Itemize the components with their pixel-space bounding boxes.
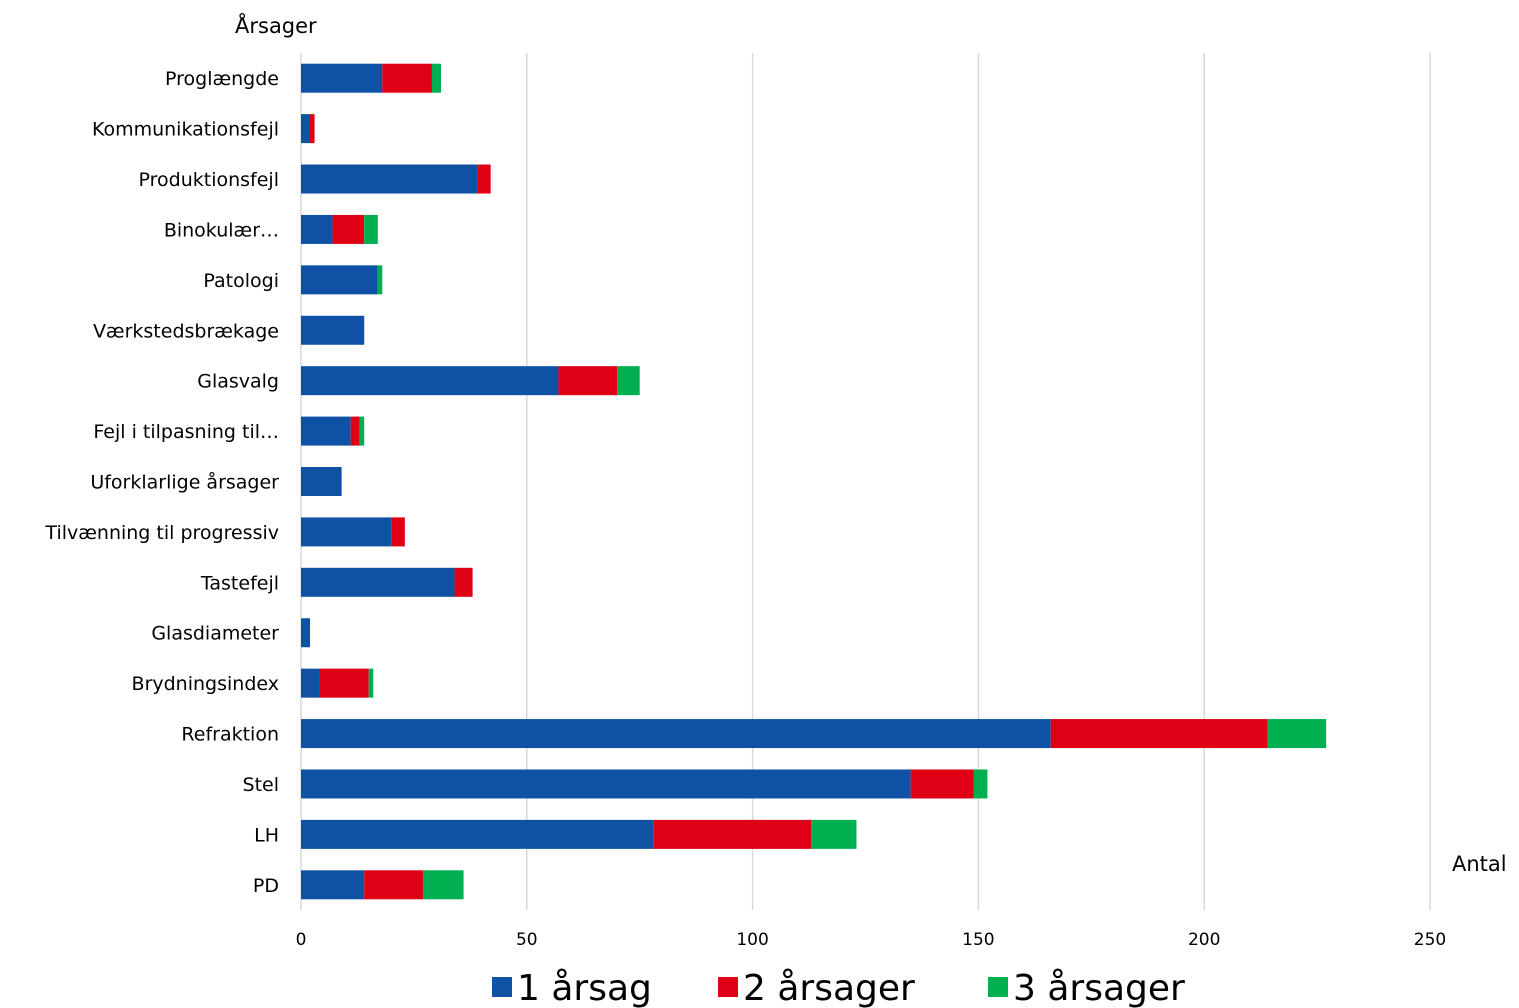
category-label: Glasvalg <box>197 371 279 393</box>
bar-segment-series-1 <box>301 416 351 446</box>
category-label: Produktionsfejl <box>139 169 279 191</box>
category-label: Binokulær… <box>164 219 279 241</box>
category-label: Kommunikationsfejl <box>92 119 279 141</box>
bar-segment-series-1 <box>301 719 1051 749</box>
legend-label: 2 årsager <box>743 968 915 1008</box>
bar-segment-series-2 <box>558 366 618 396</box>
bar-segment-series-2 <box>310 114 315 144</box>
x-tick-label: 150 <box>962 930 994 950</box>
bar-segment-series-1 <box>301 819 654 849</box>
category-label: Fejl i tilpasning til… <box>93 421 279 443</box>
x-tick-label: 50 <box>516 930 538 950</box>
bar-segment-series-1 <box>301 315 365 345</box>
bar-segment-series-2 <box>477 164 491 194</box>
bar-segment-series-2 <box>382 63 432 93</box>
bar-segment-series-1 <box>301 164 478 194</box>
legend-label: 1 årsag <box>517 968 652 1008</box>
bar-segment-series-1 <box>301 668 320 698</box>
bar-segment-series-3 <box>368 668 374 698</box>
bar-segment-series-2 <box>1050 719 1268 749</box>
bar-segment-series-1 <box>301 618 311 648</box>
bar-segment-series-1 <box>301 567 455 597</box>
x-tick-labels: 0 50 100 150 200 250 <box>296 930 1447 950</box>
bar-segment-series-1 <box>301 467 342 496</box>
legend-swatch <box>492 977 512 997</box>
category-label: Patologi <box>203 270 279 292</box>
bar-segment-series-2 <box>653 819 812 849</box>
category-label: Refraktion <box>181 724 279 746</box>
category-label: Tastefejl <box>200 572 279 594</box>
bar-segment-series-2 <box>910 769 974 799</box>
category-label: Uforklarlige årsager <box>90 471 279 494</box>
bar-segment-series-1 <box>301 265 378 295</box>
bar-segment-series-3 <box>364 214 378 244</box>
bar-segment-series-1 <box>301 870 365 900</box>
category-label: Stel <box>243 774 279 796</box>
category-label: Proglængde <box>165 68 279 90</box>
legend-swatch <box>988 977 1008 997</box>
gridlines <box>300 53 1431 910</box>
category-label: LH <box>254 824 279 846</box>
bar-segment-series-2 <box>319 668 369 698</box>
x-axis-title: Antal <box>1452 852 1507 876</box>
x-tick-label: 250 <box>1414 930 1446 950</box>
bar-segment-series-2 <box>364 870 423 900</box>
bar-segment-series-3 <box>422 870 464 900</box>
bar-segment-series-1 <box>301 214 333 244</box>
bar-segment-series-3 <box>431 63 441 93</box>
bar-segment-series-3 <box>973 769 988 799</box>
bar-segment-series-3 <box>359 416 365 446</box>
x-tick-label: 0 <box>296 930 307 950</box>
category-labels: Proglængde Kommunikationsfejl Produktionsf… <box>44 68 279 897</box>
bar-segment-series-1 <box>301 114 311 144</box>
bar-segment-series-3 <box>1267 719 1327 749</box>
bar-segment-series-2 <box>454 567 473 597</box>
legend: 1 årsag 2 årsager 3 årsager <box>492 968 1185 1008</box>
legend-label: 3 årsager <box>1013 968 1185 1008</box>
bar-segment-series-3 <box>377 265 383 295</box>
bar-segment-series-2 <box>332 214 365 244</box>
bar-segment-series-1 <box>301 366 559 396</box>
bar-segment-series-1 <box>301 769 911 799</box>
bar-segment-series-2 <box>391 517 405 547</box>
bar-segment-series-3 <box>617 366 640 396</box>
bar-segment-series-2 <box>350 416 360 446</box>
bars <box>301 63 1327 900</box>
x-tick-label: 200 <box>1188 930 1220 950</box>
x-tick-label: 100 <box>736 930 768 950</box>
legend-swatch <box>718 977 738 997</box>
category-label: Tilvænning til progressiv <box>44 522 279 544</box>
category-label: Brydningsindex <box>132 673 279 695</box>
bar-segment-series-1 <box>301 517 392 547</box>
category-label: PD <box>253 875 279 897</box>
bar-segment-series-1 <box>301 63 383 93</box>
category-label: Glasdiameter <box>151 623 279 645</box>
bar-segment-series-3 <box>811 819 857 849</box>
y-axis-title: Årsager <box>235 12 317 38</box>
category-label: Værkstedsbrækage <box>93 320 279 342</box>
